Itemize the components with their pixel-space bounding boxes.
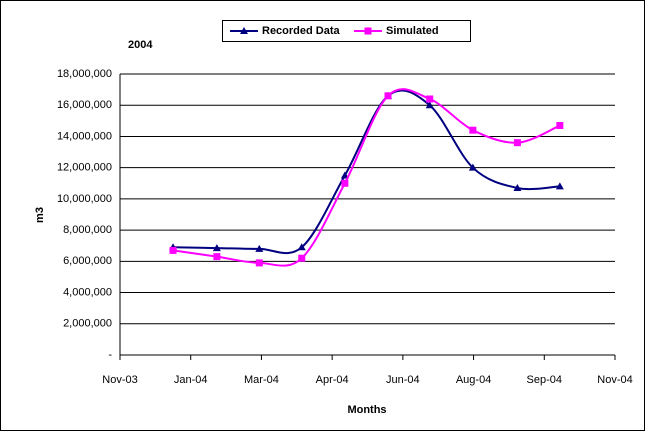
data-point (169, 246, 177, 254)
data-point (426, 95, 434, 103)
y-tick-label: 8,000,000 (63, 224, 112, 236)
x-tick-label: Nov-04 (597, 374, 632, 386)
y-tick-label: - (108, 349, 112, 361)
x-tick-label: Nov-03 (102, 374, 137, 386)
data-point (513, 139, 521, 147)
data-point (513, 183, 522, 191)
data-point (213, 253, 221, 261)
y-tick-label: 10,000,000 (57, 193, 112, 205)
data-point (469, 126, 477, 134)
data-point (297, 243, 306, 251)
data-point (255, 259, 263, 267)
data-point (556, 122, 564, 130)
data-point (555, 182, 564, 190)
data-point (364, 27, 372, 35)
data-point (341, 179, 349, 187)
data-point (240, 27, 248, 34)
chart-title: 2004 (128, 39, 153, 51)
x-tick-label: Sep-04 (527, 374, 562, 386)
series-line (172, 88, 561, 267)
x-tick-label: Mar-04 (244, 374, 279, 386)
y-tick-label: 18,000,000 (57, 68, 112, 80)
y-axis-label: m3 (34, 207, 46, 223)
legend-label: Recorded Data (262, 25, 341, 37)
y-tick-label: 14,000,000 (57, 130, 112, 142)
y-tick-label: 4,000,000 (63, 286, 112, 298)
y-tick-label: 12,000,000 (57, 162, 112, 174)
series-line (173, 89, 560, 255)
legend-label: Simulated (386, 25, 439, 37)
x-tick-label: Jun-04 (386, 374, 420, 386)
data-point (255, 244, 264, 252)
legend (222, 20, 471, 42)
data-point (298, 254, 306, 262)
data-point (425, 101, 434, 109)
data-point (384, 92, 392, 100)
x-tick-label: Jan-04 (174, 374, 208, 386)
data-point (340, 171, 349, 179)
x-tick-label: Aug-04 (456, 374, 491, 386)
data-point (468, 163, 477, 171)
data-point (212, 244, 221, 252)
x-axis-label: Months (347, 404, 386, 416)
y-tick-label: 16,000,000 (57, 99, 112, 111)
y-tick-label: 6,000,000 (63, 255, 112, 267)
x-tick-label: Apr-04 (316, 374, 349, 386)
y-tick-label: 2,000,000 (63, 318, 112, 330)
